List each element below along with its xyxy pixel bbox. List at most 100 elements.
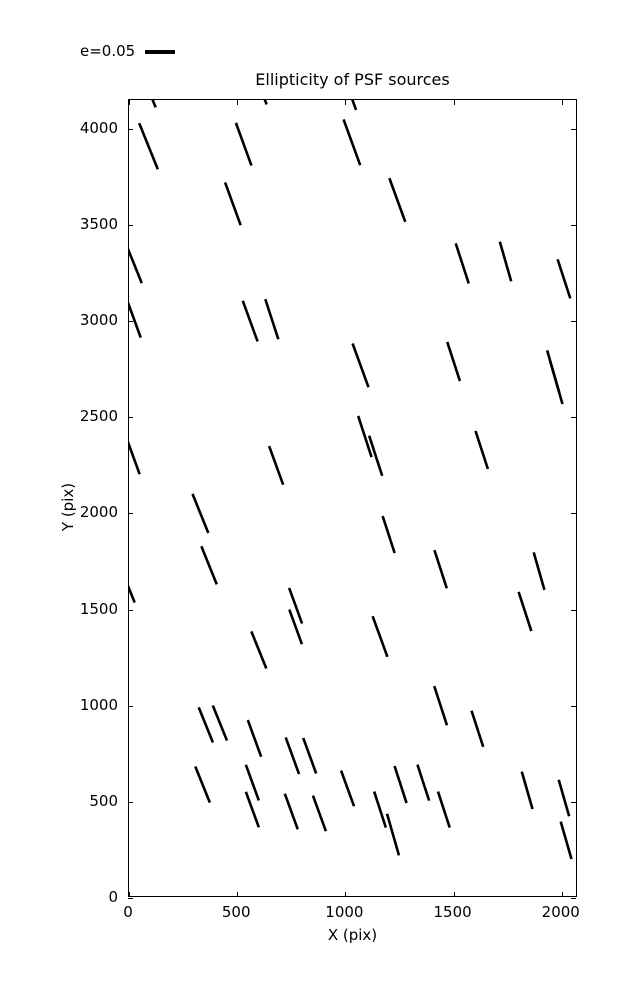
- x-tick-label: 1000: [325, 903, 364, 921]
- psf-whisker: [246, 719, 263, 758]
- x-tick-label: 2000: [541, 903, 580, 921]
- y-tick-label-text: 500: [89, 791, 118, 810]
- x-tick: [561, 892, 563, 897]
- y-tick-right: [571, 513, 576, 515]
- psf-whisker: [301, 737, 318, 774]
- y-tick: [128, 224, 133, 226]
- psf-whisker: [416, 764, 431, 802]
- psf-whisker: [381, 515, 396, 554]
- y-tick-right: [571, 898, 576, 899]
- y-tick: [128, 513, 133, 515]
- psf-whisker: [371, 615, 389, 658]
- y-tick: [128, 609, 133, 611]
- y-tick-right: [571, 705, 576, 707]
- y-tick-label-text: 3500: [79, 214, 118, 233]
- psf-whisker: [284, 736, 301, 775]
- psf-whisker: [264, 298, 280, 340]
- psf-whisker: [339, 770, 356, 807]
- psf-whisker: [223, 182, 242, 226]
- psf-whisker: [191, 493, 210, 534]
- y-tick-right: [571, 224, 576, 226]
- x-axis-title: X (pix): [327, 926, 378, 944]
- x-tick: [237, 892, 239, 897]
- y-tick-label-text: 3000: [79, 311, 118, 330]
- psf-whisker: [137, 122, 160, 170]
- y-tick-label: 1000: [80, 696, 156, 714]
- y-tick-label: 2000: [80, 503, 156, 521]
- x-tick-top: [561, 100, 563, 105]
- psf-whisker: [557, 779, 571, 817]
- psf-whisker: [197, 706, 215, 743]
- y-tick: [128, 801, 133, 803]
- x-tick-top: [129, 100, 130, 105]
- psf-whisker: [234, 122, 253, 167]
- psf-whisker: [433, 549, 449, 589]
- y-tick-label: 3000: [80, 311, 156, 329]
- psf-whisker: [129, 301, 142, 339]
- y-tick-right: [571, 417, 576, 419]
- psf-whisker: [498, 241, 513, 282]
- psf-whisker: [342, 118, 362, 166]
- psf-whisker: [194, 766, 212, 804]
- psf-whisker: [200, 545, 218, 585]
- page-title: Ellipticity of PSF sources: [255, 70, 450, 89]
- psf-whisker: [129, 441, 141, 475]
- y-tick: [128, 898, 133, 899]
- x-tick: [453, 892, 455, 897]
- y-tick-right: [571, 609, 576, 611]
- y-tick-label-text: 4000: [79, 118, 118, 137]
- psf-whisker: [263, 100, 268, 105]
- plot-area: [128, 99, 577, 899]
- psf-whisker: [517, 591, 533, 632]
- x-tick-top: [237, 100, 239, 105]
- psf-whisker: [267, 445, 285, 486]
- y-tick-label-text: 2500: [79, 407, 118, 426]
- y-tick-label: 1500: [80, 600, 156, 618]
- psf-whisker: [287, 587, 304, 624]
- y-tick: [128, 321, 133, 323]
- psf-whisker: [241, 300, 259, 342]
- psf-whisker: [311, 795, 328, 832]
- psf-whisker: [385, 813, 401, 856]
- psf-whisker: [244, 791, 261, 828]
- x-tick-label: 0: [123, 903, 133, 921]
- psf-whisker: [351, 343, 370, 388]
- psf-whisker: [556, 258, 572, 299]
- psf-whisker: [549, 360, 564, 405]
- psf-whisker: [351, 100, 358, 111]
- y-tick: [128, 705, 133, 707]
- y-tick: [128, 128, 133, 130]
- psf-whisker: [356, 415, 373, 458]
- psf-whisker: [250, 630, 268, 669]
- x-tick-label: 500: [221, 903, 251, 921]
- psf-whisker: [454, 242, 470, 284]
- y-axis-title: Y (pix): [59, 482, 77, 532]
- psf-whisker: [474, 430, 490, 470]
- psf-whisker: [129, 248, 143, 284]
- psf-whisker: [393, 765, 408, 804]
- x-tick: [129, 892, 130, 897]
- psf-whisker: [436, 791, 451, 828]
- psf-whisker: [211, 704, 229, 742]
- psf-whisker: [367, 435, 384, 477]
- x-tick-label: 1500: [433, 903, 472, 921]
- psf-whisker: [470, 710, 485, 748]
- psf-whisker: [520, 771, 534, 810]
- legend-label: e=0.05: [80, 42, 136, 60]
- psf-whisker: [388, 177, 407, 223]
- psf-whisker: [372, 791, 388, 828]
- y-tick-label: 3500: [80, 215, 156, 233]
- y-tick-label-text: 2000: [79, 503, 118, 522]
- whisker-layer: [129, 100, 573, 860]
- psf-whisker: [532, 552, 546, 591]
- psf-whisker: [433, 685, 449, 726]
- psf-whisker: [445, 341, 462, 382]
- psf-whisker: [244, 764, 261, 801]
- y-tick-right: [571, 801, 576, 803]
- y-tick-label: 4000: [80, 119, 156, 137]
- y-tick-label: 0: [108, 888, 128, 906]
- y-tick-label: 500: [89, 792, 147, 810]
- y-tick-right: [571, 321, 576, 323]
- x-tick-top: [345, 100, 347, 105]
